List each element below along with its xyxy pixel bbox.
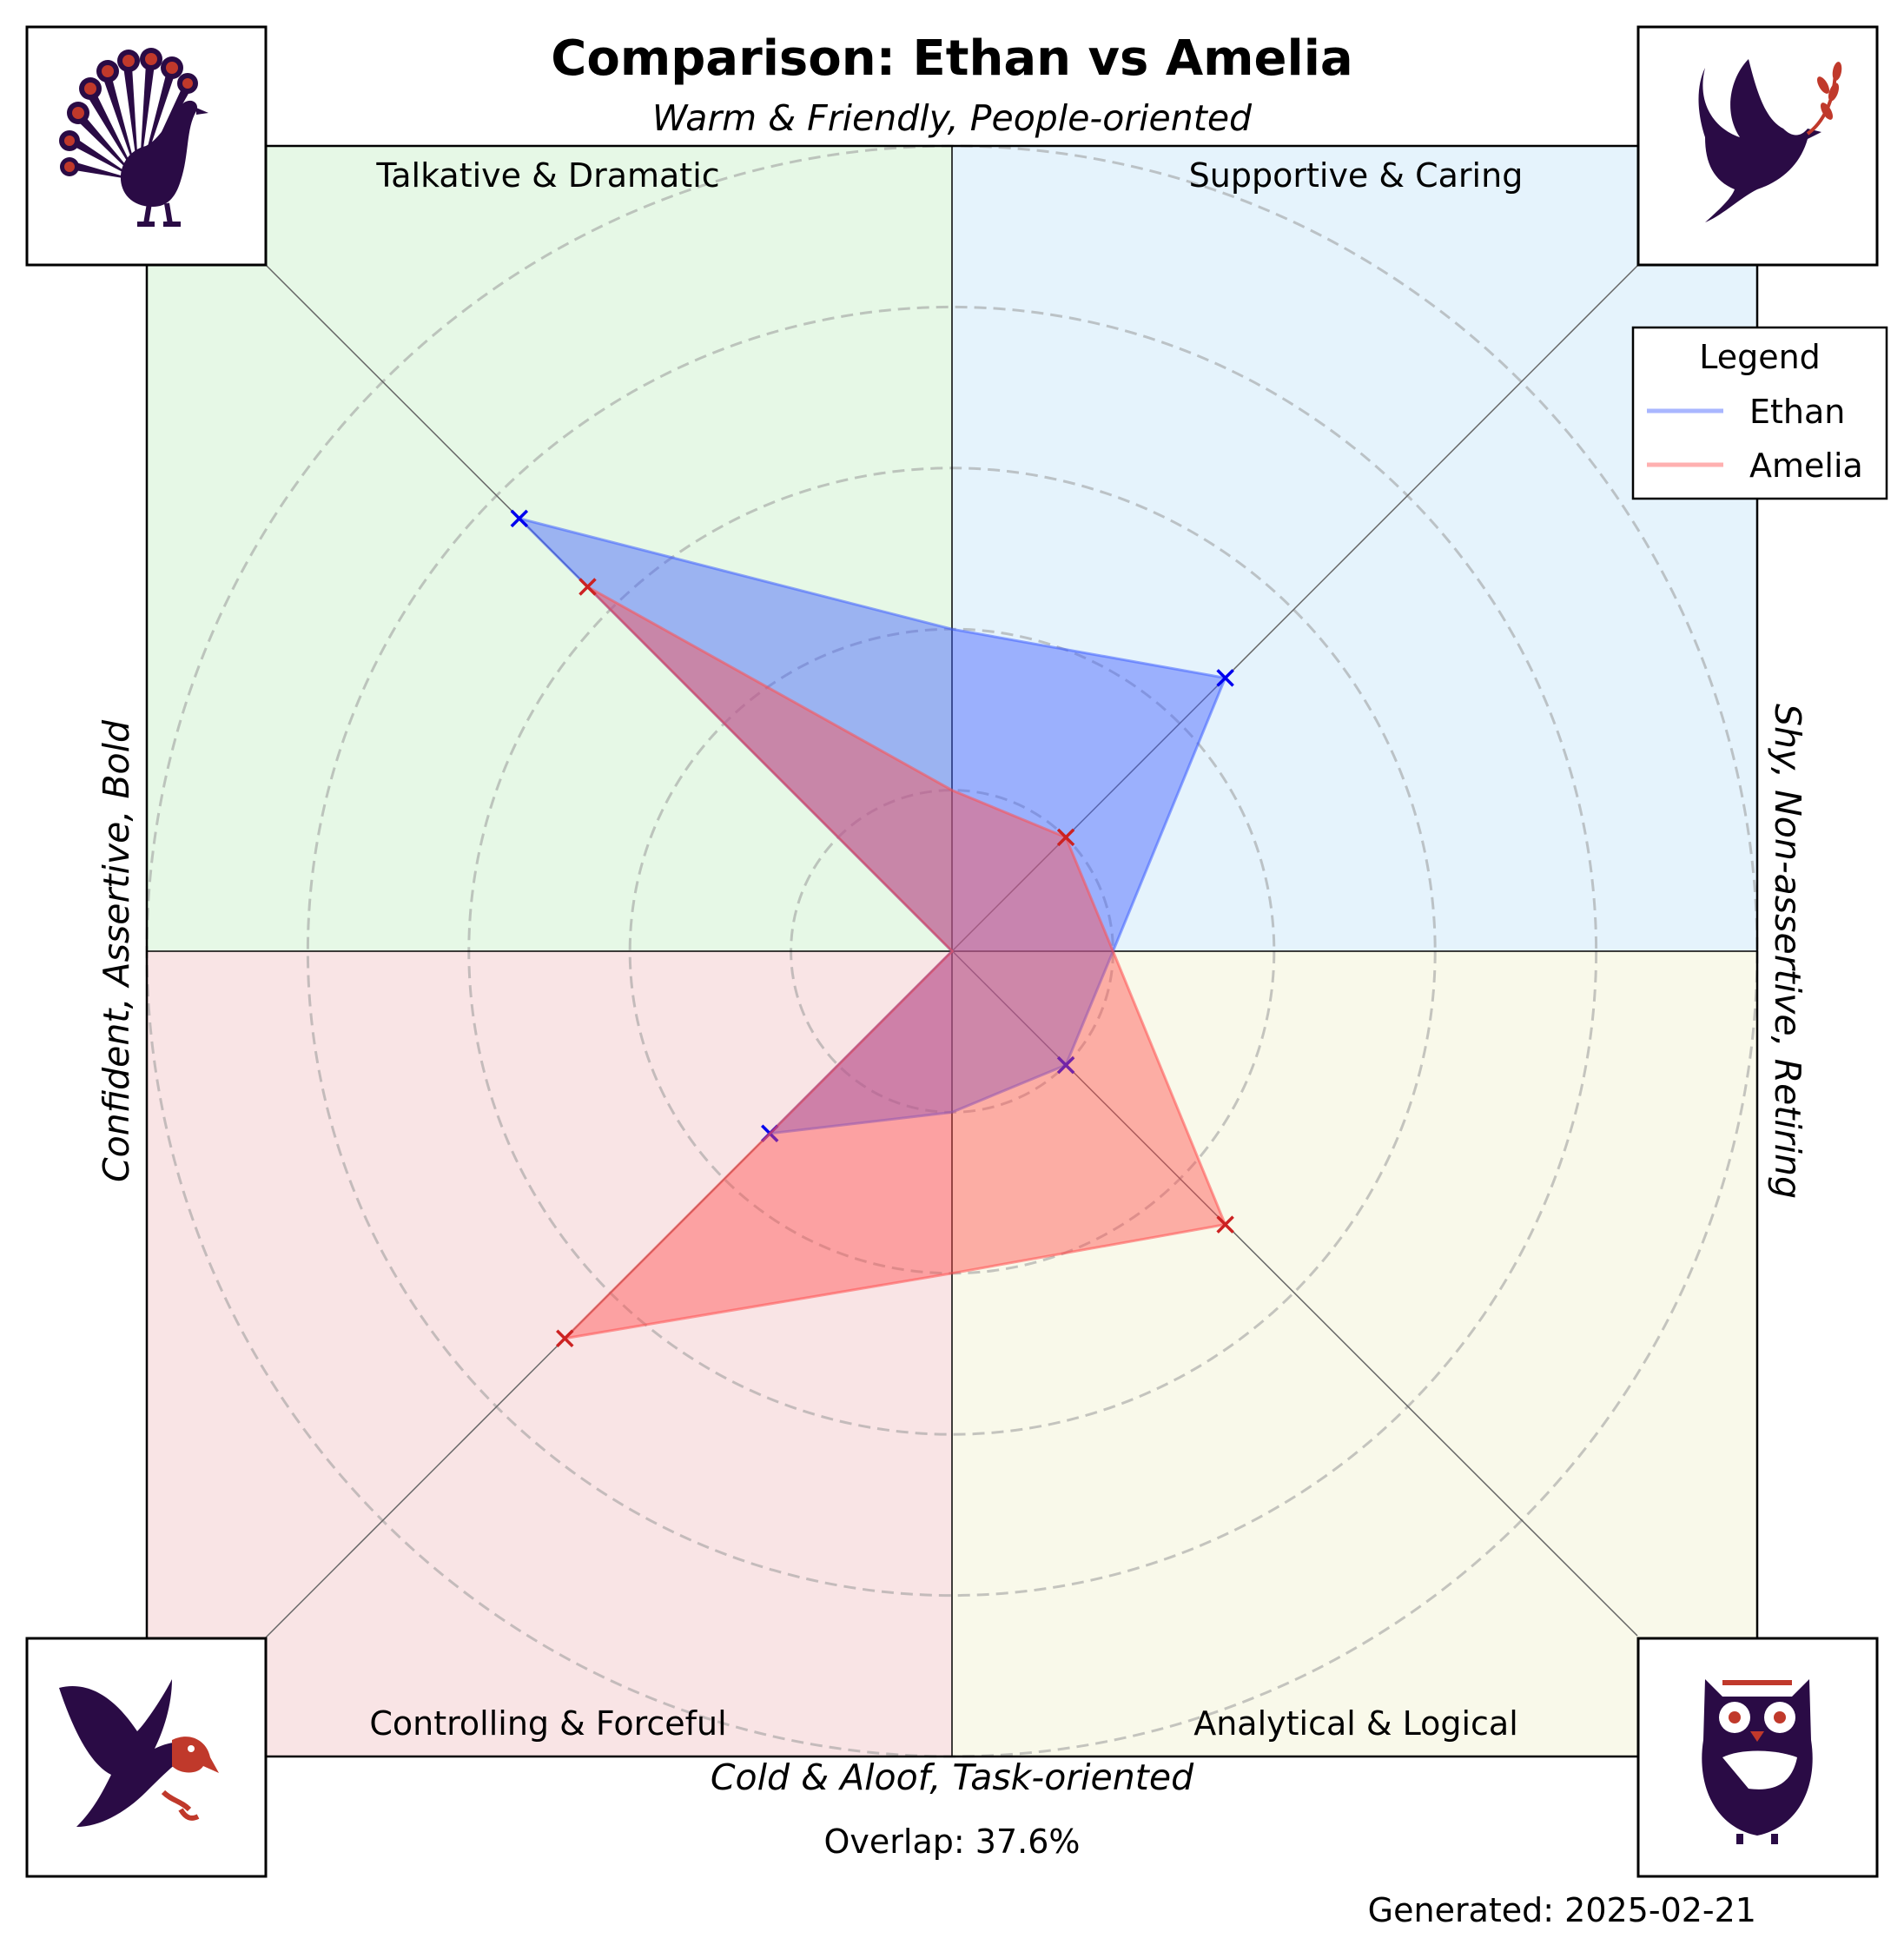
chart-title: Comparison: Ethan vs Amelia [551,30,1352,87]
dove-icon [1636,25,1879,267]
eagle-icon [25,1637,268,1878]
series-layer [510,509,1234,1347]
axis-label-right: Shy, Non-assertive, Retiring [1767,704,1808,1199]
quadrant-label-talkative: Talkative & Dramatic [375,156,719,195]
legend-label-ethan: Ethan [1749,393,1845,431]
legend: Legend Ethan Amelia [1631,326,1888,500]
peacock-icon [25,25,268,267]
legend-label-amelia: Amelia [1749,447,1863,485]
data-point-ethan-bottom-right [1056,1055,1075,1075]
data-point-amelia-top-right [1056,828,1075,847]
legend-title: Legend [1699,338,1821,376]
quadrant-label-analytical: Analytical & Logical [1193,1704,1518,1743]
quadrant-label-controlling: Controlling & Forceful [369,1704,726,1743]
generated-text: Generated: 2025-02-21 [1368,1891,1756,1929]
axis-label-left: Confident, Assertive, Bold [96,719,137,1182]
data-point-amelia-bottom-right [1216,1215,1234,1234]
data-point-ethan-top-right [1216,669,1234,687]
data-point-amelia-top-left [578,578,597,596]
quadrant-label-supportive: Supportive & Caring [1189,156,1524,195]
overlap-text: Overlap: 37.6% [824,1823,1081,1861]
axis-label-top: Warm & Friendly, People-oriented [652,97,1253,139]
axis-label-bottom: Cold & Aloof, Task-oriented [711,1756,1194,1798]
data-point-amelia-bottom-left [556,1329,574,1347]
data-point-ethan-top-left [510,509,529,528]
plot-frame [145,144,1759,1758]
owl-icon [1636,1637,1879,1878]
